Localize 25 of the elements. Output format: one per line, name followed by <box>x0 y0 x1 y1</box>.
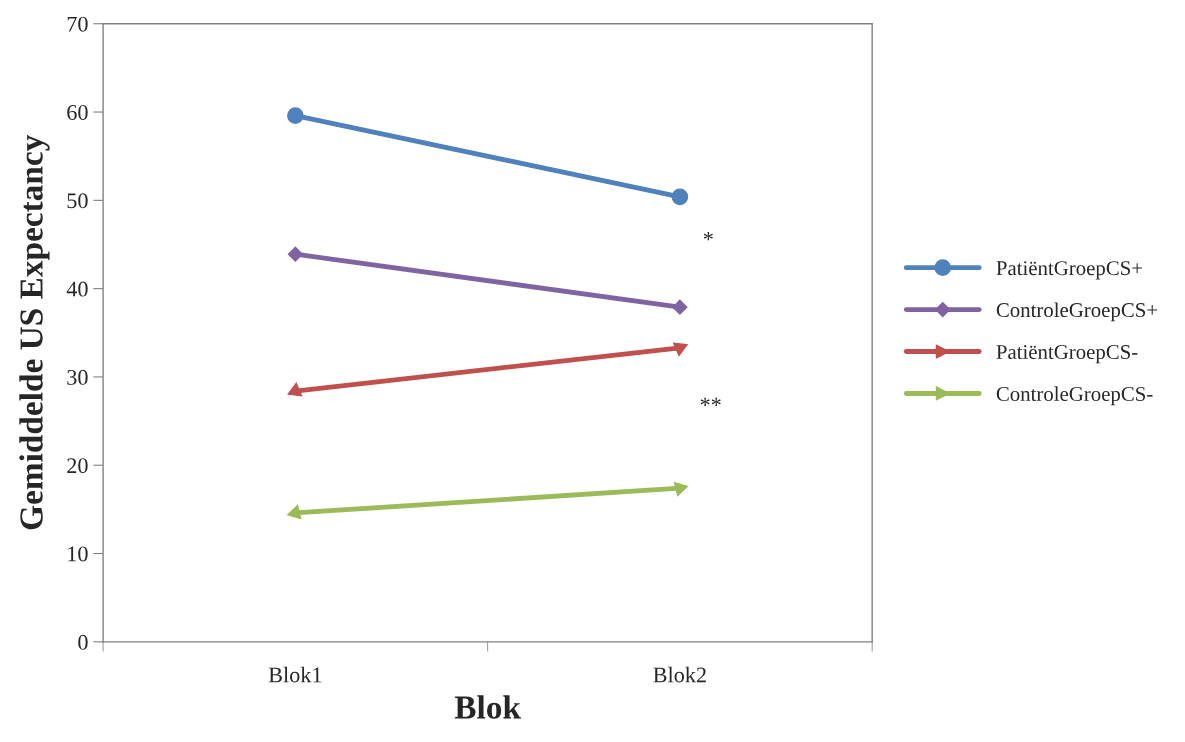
y-tick-label: 50 <box>67 193 88 209</box>
x-axis-title: Blok <box>454 695 521 719</box>
point <box>671 188 689 206</box>
legend-label: PatiëntGroepCS- <box>996 345 1138 364</box>
x-tick-label: Blok2 <box>653 666 706 683</box>
legend-label: ControleGroepCS- <box>996 386 1153 406</box>
annotation: * <box>703 232 713 241</box>
y-axis-title: Gemiddelde US Expectancy <box>19 134 50 530</box>
y-tick-label: 60 <box>67 104 88 120</box>
y-tick-label: 30 <box>67 369 88 385</box>
point <box>287 107 304 124</box>
y-tick-label: 0 <box>78 634 88 650</box>
point <box>673 481 689 497</box>
y-tick-label: 70 <box>67 16 88 32</box>
annotation: ** <box>700 397 721 406</box>
point <box>287 246 303 262</box>
legend-label: ControleGroepCS+ <box>996 302 1158 322</box>
point <box>287 504 302 520</box>
point <box>672 299 688 315</box>
y-tick-label: 40 <box>66 281 88 297</box>
x-tick-label: Blok1 <box>268 666 322 683</box>
point <box>287 382 303 397</box>
y-tick-label: 10 <box>68 546 88 562</box>
y-tick-label: 20 <box>67 458 88 474</box>
legend-label: PatiëntGroepCS+ <box>996 261 1143 280</box>
